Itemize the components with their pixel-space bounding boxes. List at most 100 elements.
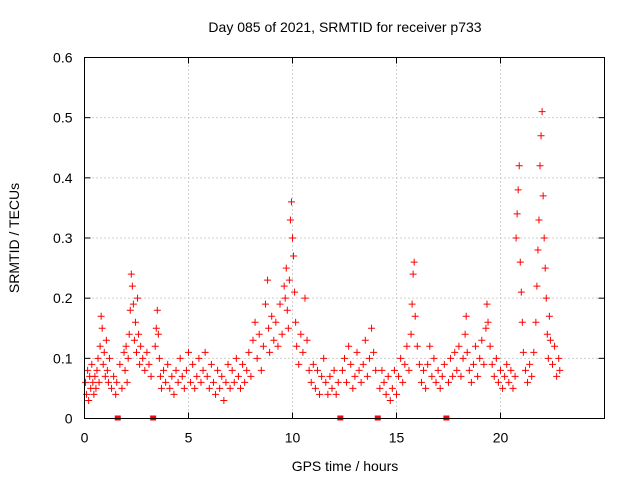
data-point (112, 390, 120, 398)
data-point (372, 366, 380, 374)
data-point (108, 384, 116, 392)
data-point (484, 318, 492, 326)
data-point (353, 348, 361, 356)
data-point (537, 132, 545, 140)
data-point (453, 366, 461, 374)
data-point (89, 378, 97, 386)
data-point (134, 294, 142, 302)
data-point (370, 348, 378, 356)
data-point (384, 372, 392, 380)
data-point (282, 264, 290, 272)
data-point (403, 342, 411, 350)
data-point (164, 360, 172, 368)
data-point (278, 330, 286, 338)
data-point (505, 378, 513, 386)
data-point (293, 342, 301, 350)
data-point (96, 342, 104, 350)
data-point (123, 378, 131, 386)
data-point (528, 372, 536, 380)
data-point (543, 330, 551, 338)
y-tick-label: 0.3 (53, 230, 73, 246)
data-point (539, 192, 547, 200)
data-point (128, 282, 136, 290)
data-point (160, 366, 168, 374)
data-point (556, 366, 564, 374)
data-point (265, 324, 273, 332)
data-point (476, 354, 484, 362)
data-point (127, 270, 135, 278)
data-point (264, 276, 272, 284)
data-point (182, 366, 190, 374)
data-point (280, 282, 288, 290)
data-point (521, 366, 529, 374)
data-point (480, 360, 488, 368)
data-point (126, 306, 134, 314)
data-point (345, 342, 353, 350)
data-point (415, 360, 423, 368)
data-point (549, 360, 556, 368)
data-point (551, 342, 559, 350)
data-point (486, 342, 494, 350)
data-point (490, 372, 498, 380)
data-point (143, 348, 151, 356)
data-point (465, 366, 473, 374)
data-point (113, 378, 121, 386)
data-point (555, 354, 563, 362)
y-tick-label: 0.5 (53, 110, 73, 126)
chart-title: Day 085 of 2021, SRMTID for receiver p73… (208, 19, 481, 35)
data-point (516, 258, 524, 266)
data-point (272, 318, 280, 326)
data-point (512, 234, 520, 242)
data-point (228, 366, 236, 374)
data-point (295, 360, 303, 368)
data-point (291, 288, 299, 296)
data-point (118, 384, 126, 392)
data-point (553, 372, 561, 380)
data-point (395, 372, 403, 380)
data-point (349, 384, 357, 392)
data-point (447, 354, 455, 362)
data-point (214, 366, 222, 374)
data-point (155, 354, 163, 362)
plot-frame (84, 57, 605, 419)
data-point (405, 366, 413, 374)
data-point (139, 354, 147, 362)
data-point (237, 384, 244, 392)
data-point (226, 384, 234, 392)
data-point (436, 384, 444, 392)
data-point (399, 378, 407, 386)
data-point (172, 366, 180, 374)
data-point (93, 366, 101, 374)
data-point (104, 378, 112, 386)
data-point (90, 390, 98, 398)
data-point (524, 378, 532, 386)
data-point (84, 366, 92, 374)
data-point (281, 294, 289, 302)
data-point (301, 294, 309, 302)
x-tick-label: 10 (285, 430, 301, 446)
data-point (382, 390, 390, 398)
data-point (469, 360, 477, 368)
x-tick-label: 15 (389, 430, 405, 446)
data-point (334, 378, 342, 386)
data-point (187, 378, 195, 386)
data-point (397, 354, 405, 362)
data-point (318, 372, 326, 380)
data-point (299, 348, 307, 356)
data-point (401, 360, 409, 368)
data-point (268, 312, 276, 320)
data-point (388, 384, 396, 392)
data-point (151, 342, 159, 350)
data-point (94, 354, 102, 362)
data-point (201, 348, 209, 356)
data-point (116, 360, 124, 368)
data-point (535, 216, 543, 224)
data-point (393, 390, 400, 398)
data-point (545, 312, 553, 320)
data-point (261, 300, 269, 308)
data-point (313, 366, 321, 374)
data-point (287, 198, 295, 206)
data-point (368, 324, 376, 332)
data-point (408, 300, 416, 308)
